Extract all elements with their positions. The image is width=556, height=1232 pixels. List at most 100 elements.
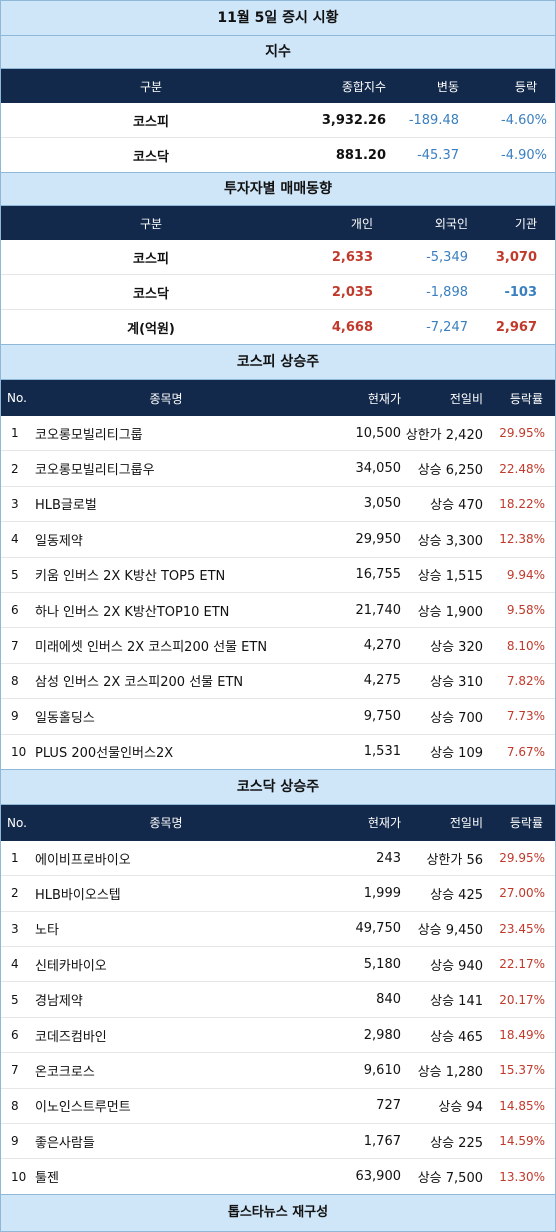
- investor-name: 코스닥: [133, 286, 169, 302]
- index-header-value: 종합지수: [341, 79, 386, 94]
- kospi-gainer-rate: 9.58%: [506, 603, 545, 618]
- kosdaq-gainer-row: 3 노타 49,750 상승 9,450 23.45%: [1, 912, 555, 948]
- source-footer: 톱스타뉴스 재구성: [1, 1193, 555, 1231]
- kosdaq-gainer-rate: 18.49%: [499, 1028, 545, 1043]
- kospi-gainer-rate: 7.82%: [506, 673, 545, 688]
- kospi-gainer-name: HLB글로벌: [35, 498, 97, 514]
- kospi-gainer-name: 미래에셋 인버스 2X 코스피200 선물 ETN: [35, 640, 268, 656]
- kospi-header-change: 전일비: [449, 391, 483, 406]
- kosdaq-gainer-price: 243: [376, 850, 401, 866]
- kosdaq-gainer-name: 경남제약: [35, 994, 83, 1010]
- kosdaq-gainer-row: 8 이노인스트루먼트 727 상승 94 14.85%: [1, 1089, 555, 1125]
- kospi-gainer-rate: 9.94%: [506, 567, 545, 582]
- index-rate: -4.60%: [501, 112, 547, 128]
- kospi-gainer-no: 3: [11, 496, 19, 511]
- kosdaq-gainer-price: 1,767: [363, 1133, 401, 1149]
- kospi-gainer-row: 2 코오롱모빌리티그룹우 34,050 상승 6,250 22.48%: [1, 451, 555, 487]
- investor-header-category: 구분: [139, 216, 163, 231]
- investor-table-body: 코스피 2,633 -5,349 3,070 코스닥 2,035 -1,898 -103 계(억…: [1, 240, 555, 344]
- kospi-gainer-rate: 7.67%: [506, 744, 545, 759]
- kospi-gainer-rate: 22.48%: [499, 461, 545, 476]
- kosdaq-gainer-price: 5,180: [363, 956, 401, 972]
- kospi-gainers-header-row: No. 종목명 현재가 전일비 등락률: [1, 380, 555, 416]
- kosdaq-gainers-section-title: 코스닥 상승주: [1, 768, 555, 805]
- kospi-gainer-no: 6: [11, 603, 19, 618]
- investor-header-foreign: 외국인: [434, 216, 468, 231]
- kospi-gainer-price: 34,050: [355, 461, 402, 477]
- investor-section-title: 투자자별 매매동향: [1, 172, 555, 206]
- index-row: 코스닥 881.20 -45.37 -4.90%: [1, 138, 555, 172]
- kospi-gainer-price: 4,270: [363, 638, 401, 654]
- investor-header-institution: 기관: [514, 216, 537, 231]
- investor-row: 계(억원) 4,668 -7,247 2,967: [1, 310, 555, 344]
- index-header-rate: 등락: [514, 79, 537, 94]
- kosdaq-gainer-rate: 14.59%: [499, 1134, 545, 1149]
- kosdaq-gainer-change: 상승 225: [430, 1135, 483, 1151]
- kosdaq-gainer-change: 상승 1,280: [417, 1064, 483, 1080]
- kosdaq-gainer-price: 63,900: [355, 1169, 402, 1185]
- investor-foreign: -1,898: [426, 284, 468, 300]
- kosdaq-header-price: 현재가: [367, 816, 401, 831]
- kospi-gainer-price: 10,500: [355, 425, 402, 441]
- kosdaq-gainer-price: 840: [376, 992, 401, 1008]
- kospi-gainer-row: 4 일동제약 29,950 상승 3,300 12.38%: [1, 522, 555, 558]
- kospi-gainer-no: 2: [11, 461, 19, 476]
- kosdaq-gainer-rate: 22.17%: [499, 957, 545, 972]
- index-value: 3,932.26: [321, 112, 386, 128]
- kosdaq-gainer-rate: 13.30%: [499, 1169, 545, 1184]
- index-name: 코스닥: [133, 149, 169, 165]
- investor-individual: 4,668: [331, 319, 373, 335]
- kosdaq-gainer-name: 이노인스트루먼트: [35, 1100, 131, 1116]
- kospi-gainer-name: 일동제약: [35, 533, 83, 549]
- kospi-gainer-change: 상승 1,515: [417, 569, 483, 585]
- kosdaq-gainer-change: 상승 9,450: [417, 923, 483, 939]
- kosdaq-gainer-change: 상승 141: [430, 994, 483, 1010]
- kosdaq-gainer-row: 10 툴젠 63,900 상승 7,500 13.30%: [1, 1159, 555, 1193]
- investor-foreign: -5,349: [426, 249, 468, 265]
- kosdaq-gainer-row: 4 신테카바이오 5,180 상승 940 22.17%: [1, 947, 555, 983]
- kospi-gainer-no: 1: [11, 426, 19, 441]
- kospi-gainer-name: 삼성 인버스 2X 코스피200 선물 ETN: [35, 675, 244, 691]
- kosdaq-gainer-change: 상한가 56: [426, 852, 483, 868]
- kosdaq-gainer-row: 5 경남제약 840 상승 141 20.17%: [1, 982, 555, 1018]
- index-change: -189.48: [408, 112, 459, 128]
- kosdaq-header-change: 전일비: [449, 816, 483, 831]
- kosdaq-gainer-name: 에이비프로바이오: [35, 852, 131, 868]
- kospi-gainer-no: 5: [11, 567, 19, 582]
- kospi-gainer-price: 29,950: [355, 531, 402, 547]
- index-header-row: 구분 종합지수 변동 등락: [1, 69, 555, 103]
- kospi-gainer-no: 7: [11, 638, 19, 653]
- kospi-gainer-rate: 29.95%: [499, 426, 545, 441]
- investor-individual: 2,035: [331, 284, 373, 300]
- kosdaq-gainer-name: HLB바이오스텝: [35, 887, 121, 903]
- index-value: 881.20: [335, 147, 386, 163]
- index-header-category: 구분: [139, 79, 163, 94]
- index-header-change: 변동: [436, 79, 459, 94]
- kosdaq-gainer-change: 상승 7,500: [417, 1171, 483, 1187]
- kospi-gainer-name: 일동홀딩스: [35, 710, 95, 726]
- kospi-gainer-no: 9: [11, 709, 19, 724]
- kosdaq-gainer-change: 상승 94: [438, 1100, 483, 1116]
- kosdaq-gainer-price: 49,750: [355, 921, 402, 937]
- investor-name: 계(억원): [127, 321, 175, 337]
- kosdaq-gainer-change: 상승 465: [430, 1029, 483, 1045]
- kosdaq-gainer-no: 5: [11, 992, 19, 1007]
- kospi-gainer-no: 8: [11, 673, 19, 688]
- kosdaq-gainer-row: 9 좋은사람들 1,767 상승 225 14.59%: [1, 1124, 555, 1160]
- index-rate: -4.90%: [501, 147, 547, 163]
- kosdaq-gainer-price: 2,980: [363, 1027, 401, 1043]
- kospi-gainer-rate: 12.38%: [499, 532, 545, 547]
- kosdaq-gainer-row: 2 HLB바이오스텝 1,999 상승 425 27.00%: [1, 876, 555, 912]
- kosdaq-gainer-rate: 15.37%: [499, 1063, 545, 1078]
- kospi-gainer-row: 3 HLB글로벌 3,050 상승 470 18.22%: [1, 487, 555, 523]
- kosdaq-gainer-price: 1,999: [363, 885, 401, 901]
- kosdaq-gainer-price: 727: [376, 1098, 401, 1114]
- page-title: 11월 5일 증시 시황: [1, 1, 555, 36]
- investor-institution: -103: [504, 284, 537, 300]
- kospi-gainer-change: 상승 109: [430, 746, 483, 762]
- kospi-gainer-rate: 18.22%: [499, 496, 545, 511]
- kosdaq-gainer-rate: 14.85%: [499, 1098, 545, 1113]
- kosdaq-gainer-rate: 27.00%: [499, 886, 545, 901]
- kosdaq-gainer-no: 6: [11, 1028, 19, 1043]
- kospi-gainer-name: 키움 인버스 2X K방산 TOP5 ETN: [35, 569, 226, 585]
